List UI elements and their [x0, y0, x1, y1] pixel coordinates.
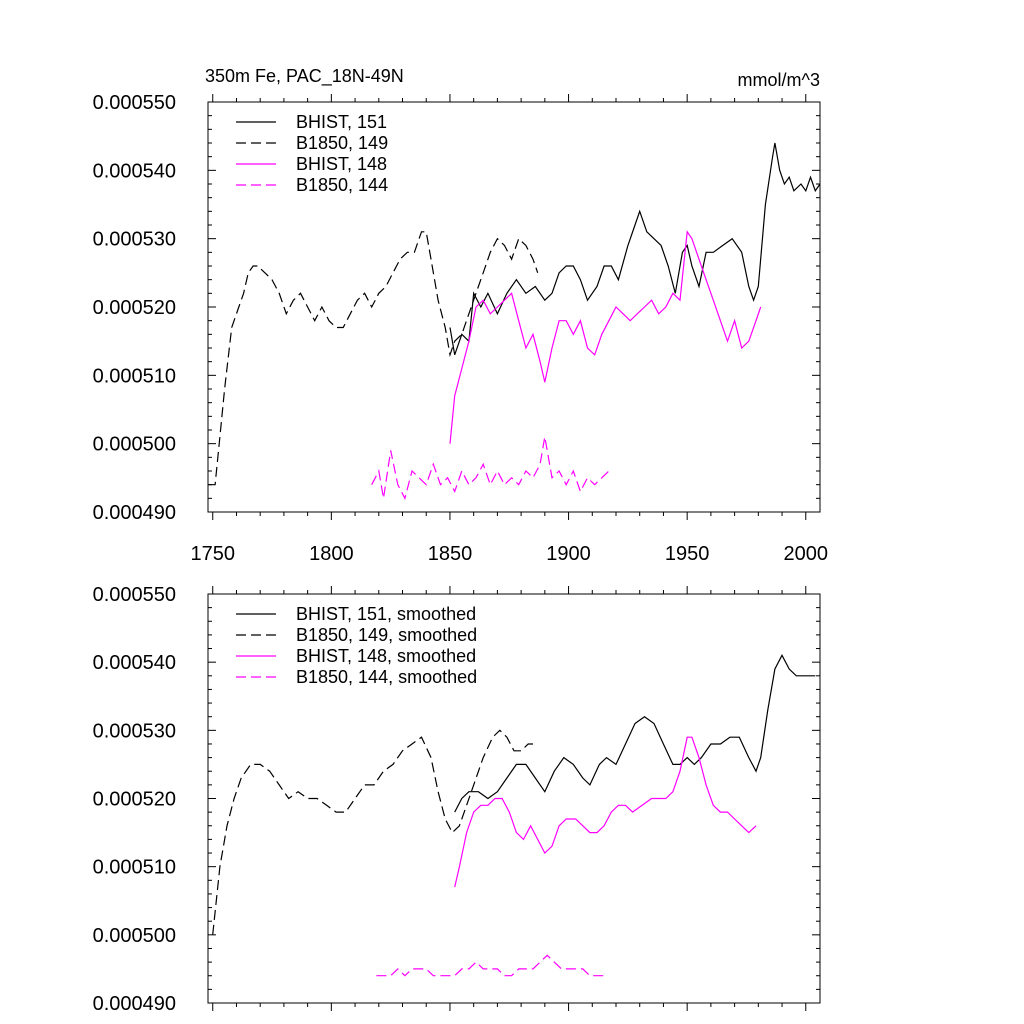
legend-label: BHIST, 148 — [296, 154, 387, 174]
y-tick-label: 0.000500 — [93, 434, 176, 456]
x-tick-label: 1800 — [309, 543, 354, 565]
bottom-chart-panel: 0.000490 0.000500 0.000510 0.000520 0.000530… — [93, 584, 821, 1015]
x-tick-label: 2000 — [784, 543, 829, 565]
series-line-1 — [449, 142, 821, 355]
series-line-4 — [371, 436, 610, 500]
y-tick-label: 0.000510 — [93, 857, 176, 879]
legend-label: BHIST, 151 — [296, 112, 387, 132]
series-line-3 — [449, 230, 762, 444]
y-tick-label: 0.000540 — [93, 160, 176, 182]
y-tick-label: 0.000540 — [93, 652, 176, 674]
x-tick-label: 1900 — [546, 543, 591, 565]
x-tick-label: 1750 — [190, 543, 235, 565]
y-tick-label: 0.000530 — [93, 720, 176, 742]
series-line-3 — [454, 736, 757, 888]
y-tick-label: 0.000550 — [93, 92, 176, 114]
y-tick-label: 0.000490 — [93, 993, 176, 1015]
y-tick-label: 0.000500 — [93, 925, 176, 947]
y-tick-label: 0.000520 — [93, 789, 176, 811]
legend-label: BHIST, 148, smoothed — [296, 646, 476, 666]
y-tick-label: 0.000510 — [93, 365, 176, 387]
legend-label: BHIST, 151, smoothed — [296, 604, 476, 624]
legend-label: B1850, 144, smoothed — [296, 667, 477, 687]
series-line-2 — [208, 231, 539, 486]
series-line-1 — [454, 654, 816, 813]
y-tick-label: 0.000520 — [93, 297, 176, 319]
y-tick-label: 0.000530 — [93, 229, 176, 251]
series-line-2 — [212, 729, 533, 935]
legend-label: B1850, 144 — [296, 175, 388, 195]
x-tick-label: 1850 — [428, 543, 473, 565]
legend-label: B1850, 149 — [296, 133, 388, 153]
y-tick-label: 0.000550 — [93, 584, 176, 606]
y-tick-label: 0.000490 — [93, 502, 176, 524]
chart-title-right: mmol/m^3 — [738, 70, 820, 90]
x-tick-label: 1950 — [665, 543, 710, 565]
legend-label: B1850, 149, smoothed — [296, 625, 477, 645]
series-line-4 — [376, 954, 605, 977]
top-chart-panel: 350m Fe, PAC_18N-49N mmol/m^3 0.000490 0.… — [93, 66, 828, 565]
chart-title-left: 350m Fe, PAC_18N-49N — [205, 66, 404, 87]
